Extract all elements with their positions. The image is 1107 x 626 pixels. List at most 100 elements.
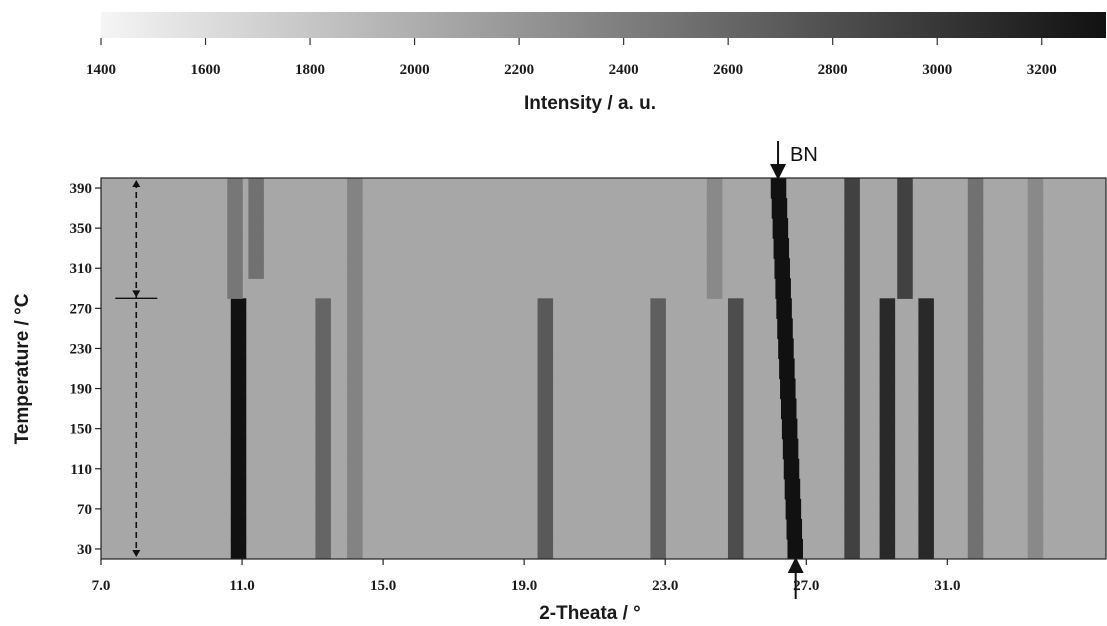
heatmap-cell xyxy=(650,378,666,400)
heatmap-cell xyxy=(537,398,554,420)
heatmap-cell xyxy=(879,378,896,400)
heatmap-cell xyxy=(315,498,331,520)
heatmap-cell xyxy=(727,378,744,400)
heatmap-cell xyxy=(727,398,744,420)
heatmap-cell xyxy=(537,298,554,319)
heatmap-cell xyxy=(844,338,860,360)
heatmap-cell xyxy=(879,318,896,340)
x-tick-label: 31.0 xyxy=(934,578,960,594)
heatmap-cell xyxy=(650,458,666,480)
heatmap-cell xyxy=(787,538,803,559)
heatmap-cell xyxy=(1027,398,1044,420)
heatmap-cell xyxy=(315,338,331,360)
heatmap-cell xyxy=(727,498,744,520)
heatmap-cell xyxy=(967,538,984,559)
heatmap-cell xyxy=(727,478,744,500)
heatmap-cell xyxy=(918,498,934,520)
heatmap-cell xyxy=(230,538,247,559)
heatmap-cell xyxy=(706,218,723,239)
heatmap-cell xyxy=(779,358,795,380)
heatmap-cell xyxy=(347,438,363,460)
heatmap-background xyxy=(101,178,1106,559)
heatmap-cell xyxy=(230,498,247,520)
heatmap-cell xyxy=(1027,378,1044,400)
heatmap-cell xyxy=(315,438,331,460)
heatmap-cell xyxy=(727,358,744,380)
heatmap-cell xyxy=(918,438,934,460)
heatmap-cell xyxy=(315,298,331,319)
annotations: BN xyxy=(115,141,818,599)
heatmap-cell xyxy=(918,318,934,340)
dashed-arrow-mid xyxy=(132,290,141,298)
heatmap-cell xyxy=(785,498,802,520)
heatmap-cell xyxy=(227,278,243,299)
colorbar-tick-label: 1800 xyxy=(295,62,325,78)
heatmap-background-fill xyxy=(101,178,1106,559)
heatmap-cell xyxy=(230,438,247,460)
heatmap-cell xyxy=(844,378,860,400)
heatmap-cell xyxy=(347,418,363,440)
colorbar-tick-label: 1600 xyxy=(191,62,221,78)
heatmap-cell xyxy=(897,238,913,259)
heatmap-cell xyxy=(967,458,984,480)
heatmap-cell xyxy=(347,298,363,319)
heatmap-cell xyxy=(537,498,554,520)
heatmap-cell xyxy=(967,238,984,259)
colorbar-tick-label: 1400 xyxy=(86,62,116,78)
heatmap-cell xyxy=(772,218,789,239)
heatmap-cell xyxy=(537,358,554,380)
heatmap-cell xyxy=(347,478,363,500)
heatmap-cell xyxy=(897,218,913,239)
heatmap-cell xyxy=(776,298,792,319)
heatmap-cell xyxy=(347,458,363,480)
heatmap-cell xyxy=(967,198,984,219)
heatmap-cell xyxy=(248,198,264,219)
heatmap-cell xyxy=(1027,178,1044,199)
heatmap-cell xyxy=(879,398,896,420)
y-tick-label: 350 xyxy=(70,221,93,237)
heatmap-cell xyxy=(844,178,860,199)
heatmap-cell xyxy=(1027,518,1044,540)
y-tick-label: 270 xyxy=(70,301,93,317)
heatmap-cell xyxy=(230,358,247,380)
colorbar-tick-label: 3000 xyxy=(922,62,952,78)
heatmap-cell xyxy=(844,298,860,319)
heatmap-cell xyxy=(879,538,896,559)
heatmap-cell xyxy=(967,498,984,520)
heatmap-cell xyxy=(315,358,331,380)
heatmap-cell xyxy=(727,438,744,460)
heatmap-cell xyxy=(897,258,913,279)
y-axis-ticks: 30 70 110 150 190 230 270 310 350 390 xyxy=(70,181,101,558)
colorbar: 1400 1600 1800 2000 2200 2400 2600 2800 3000 3200… xyxy=(86,12,1106,114)
heatmap-cell xyxy=(230,378,247,400)
colorbar-gradient xyxy=(101,12,1106,38)
heatmap-cell xyxy=(844,198,860,219)
heatmap-cell xyxy=(967,478,984,500)
heatmap-cell xyxy=(879,458,896,480)
heatmap-cell xyxy=(967,278,984,299)
heatmap-cell xyxy=(227,198,243,219)
colorbar-tick-label: 2400 xyxy=(609,62,639,78)
heatmap-cell xyxy=(781,418,798,440)
heatmap-cell xyxy=(844,538,860,559)
colorbar-title: Intensity / a. u. xyxy=(524,93,656,114)
heatmap-cell xyxy=(1027,318,1044,340)
heatmap-cell xyxy=(727,298,744,319)
heatmap-cell xyxy=(727,538,744,559)
heatmap-cell xyxy=(347,238,363,259)
heatmap-cell xyxy=(727,518,744,540)
x-tick-label: 27.0 xyxy=(793,578,819,594)
heatmap-cell xyxy=(1027,538,1044,559)
heatmap-cell xyxy=(1027,338,1044,360)
heatmap-cell xyxy=(918,458,934,480)
heatmap-cell xyxy=(778,338,794,360)
colorbar-tick-label: 2000 xyxy=(400,62,430,78)
heatmap-cell xyxy=(230,518,247,540)
heatmap-cell xyxy=(347,178,363,199)
heatmap-cell xyxy=(784,478,801,500)
heatmap-cell xyxy=(775,278,791,299)
heatmap-cell xyxy=(1027,258,1044,279)
heatmap-cell xyxy=(248,258,264,279)
heatmap-plot: 7.0 11.0 15.0 19.0 23.0 27.0 31.0 30 70 110 150 19… xyxy=(12,177,1107,624)
